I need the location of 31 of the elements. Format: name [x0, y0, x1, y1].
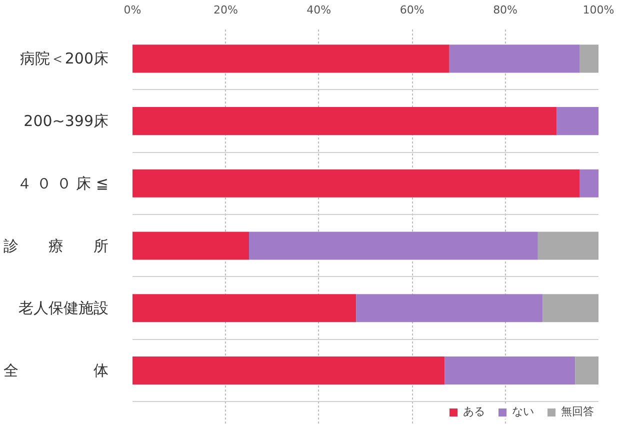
y-tick-label: 診 療 所: [4, 236, 108, 255]
x-tick-label: 100%: [582, 4, 614, 16]
bar: [538, 232, 598, 260]
legend-label: 無回答: [561, 404, 594, 419]
x-tick-label: 40%: [306, 4, 332, 16]
bar: [449, 44, 580, 73]
x-tick-label: 0%: [124, 4, 142, 16]
bar: [132, 44, 450, 73]
bar: [444, 356, 576, 385]
bar: [580, 44, 598, 73]
y-tick-label: ４ ０ ０ 床 ≦: [16, 174, 108, 192]
bar: [542, 294, 598, 322]
bar: [132, 107, 557, 136]
legend-label: ない: [512, 404, 534, 419]
y-tick-label: 200~399床: [24, 112, 109, 130]
y-tick-label: 病院＜200床: [20, 50, 109, 68]
x-tick-label: 20%: [213, 4, 238, 16]
bar: [132, 232, 249, 260]
y-tick-label: 全 体: [4, 361, 108, 380]
bar: [132, 356, 445, 385]
bar: [556, 107, 598, 136]
x-tick-label: 60%: [400, 4, 424, 16]
bar: [132, 294, 356, 322]
bar: [356, 294, 543, 322]
x-tick-label: 80%: [493, 4, 518, 16]
bar: [132, 169, 580, 198]
bar: [575, 356, 598, 385]
bar: [580, 169, 598, 198]
bar: [249, 232, 538, 260]
y-tick-label: 老人保健施設: [18, 299, 108, 318]
legend-label: ある: [463, 404, 485, 419]
